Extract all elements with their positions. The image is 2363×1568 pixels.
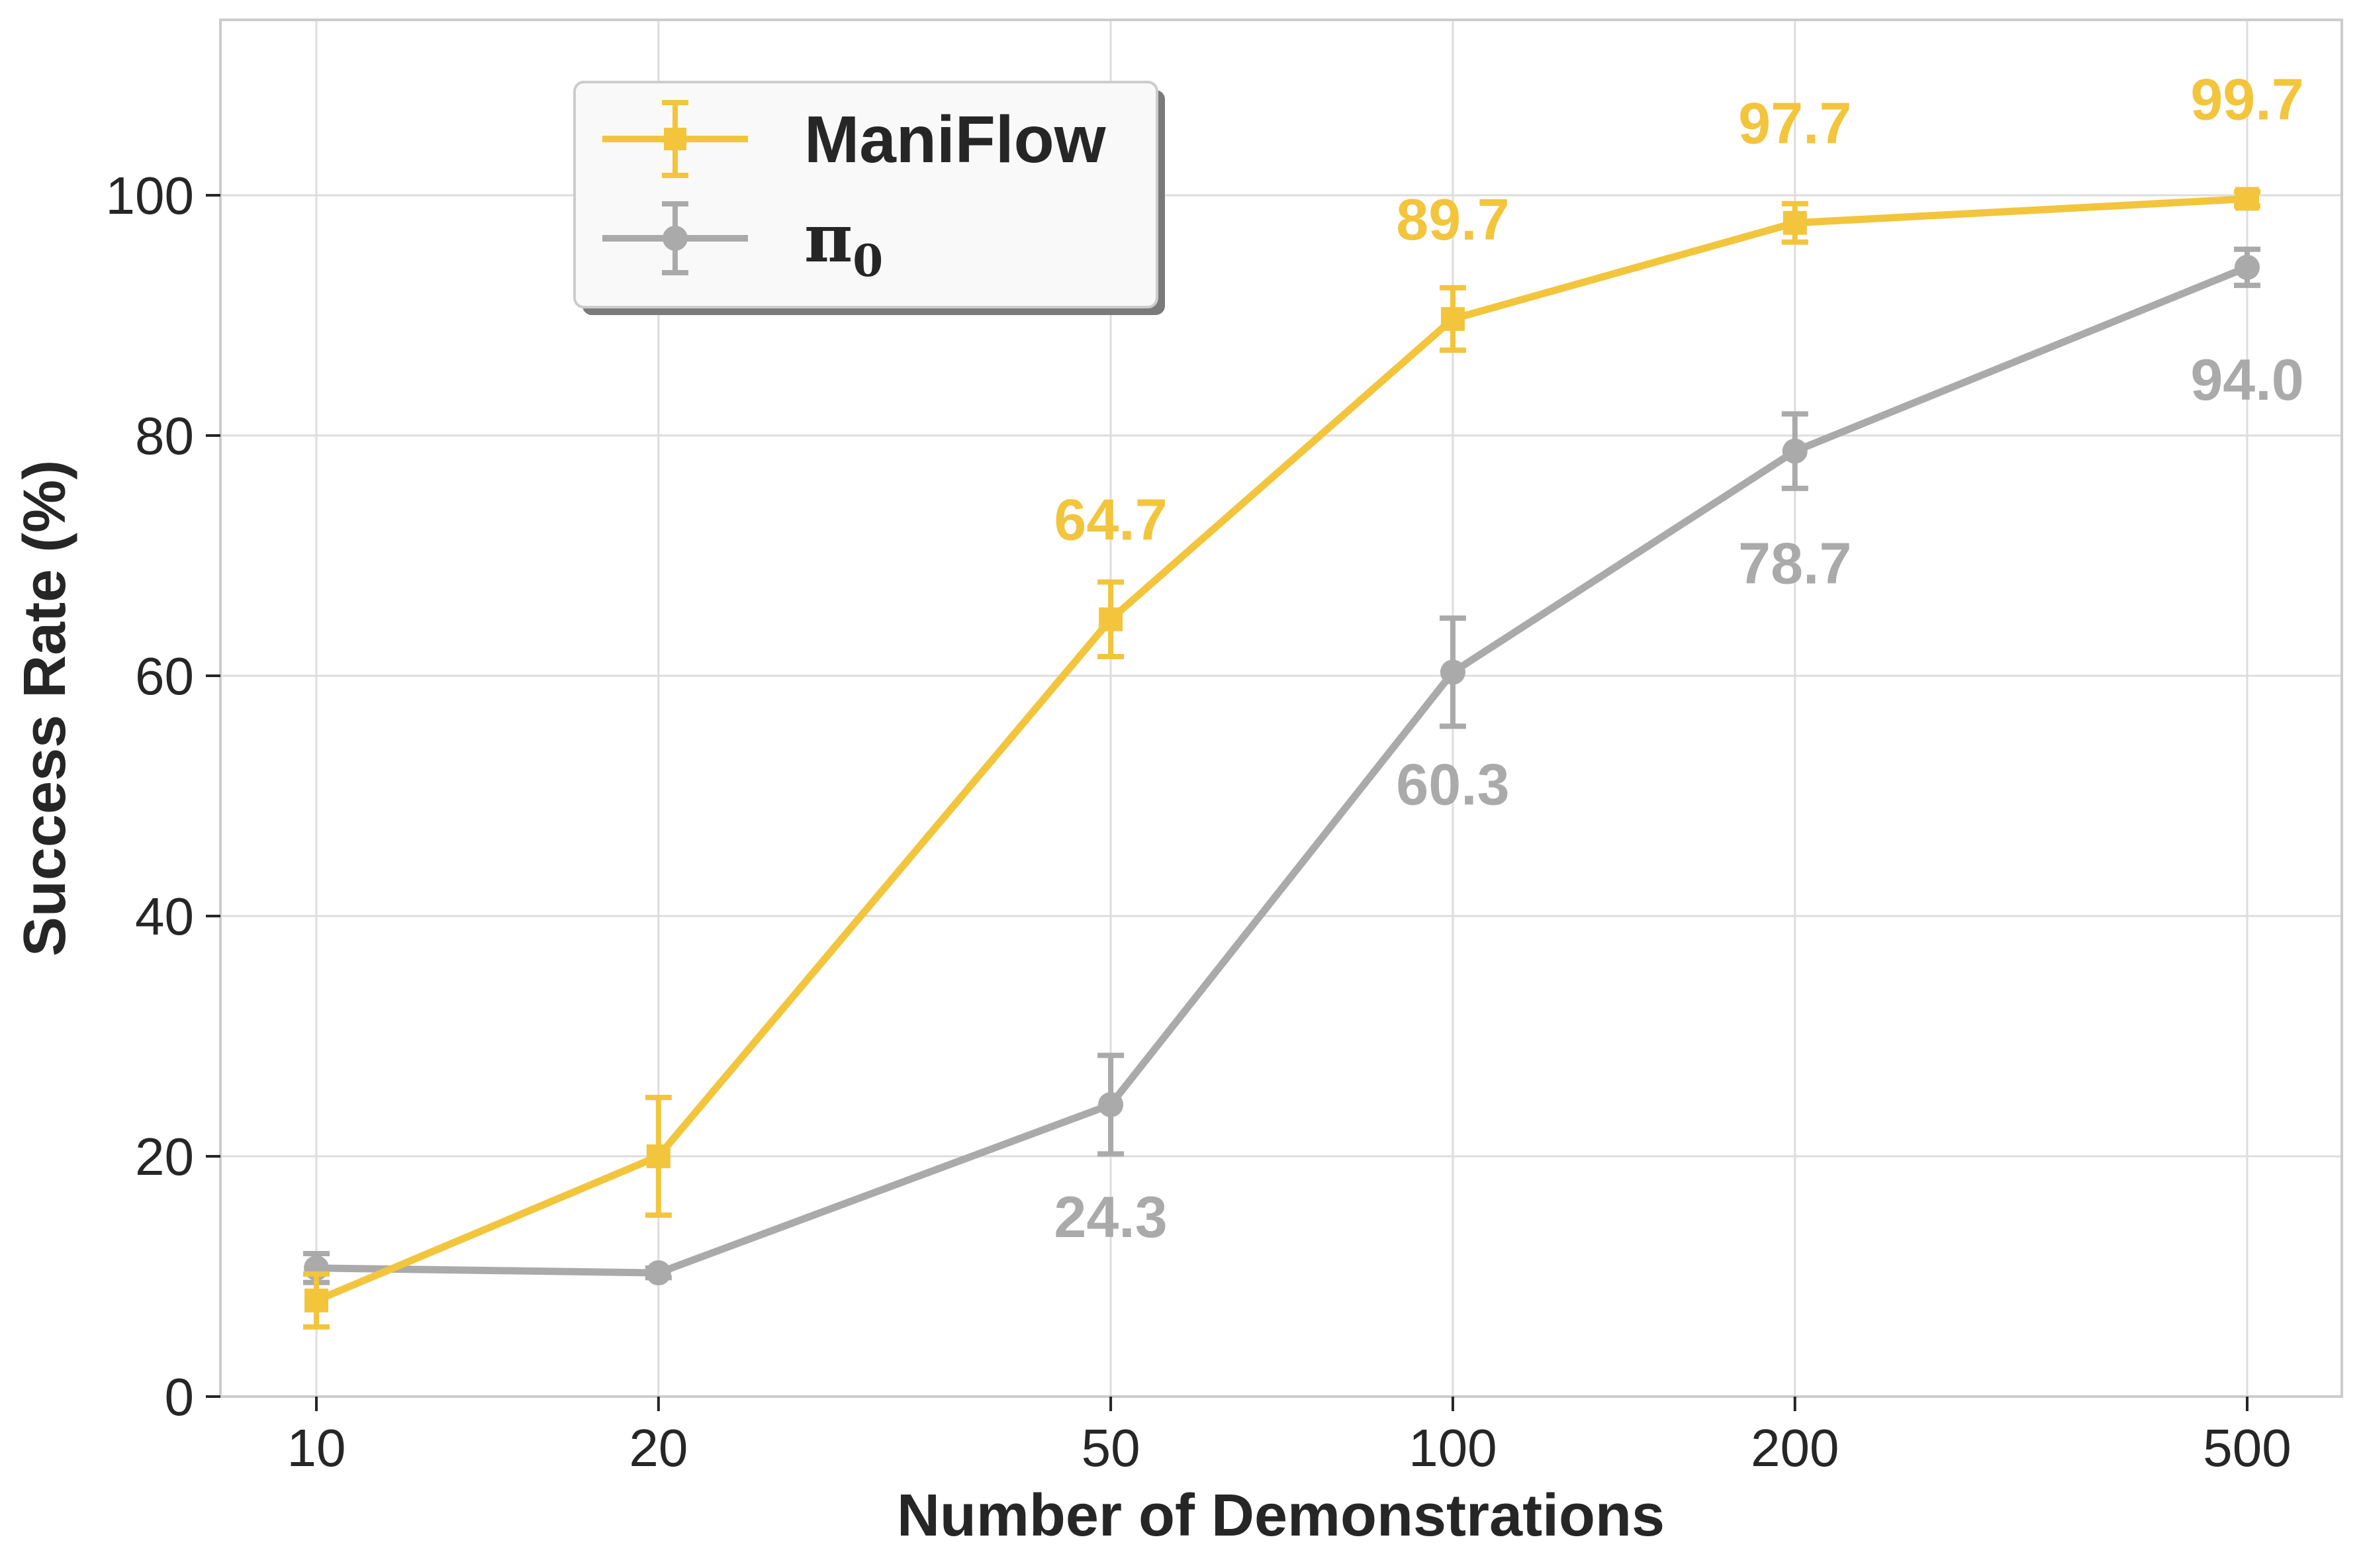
legend-entry-pi0: π0	[602, 199, 883, 287]
y-tick-label: 100	[106, 166, 194, 225]
y-tick-label: 80	[135, 406, 194, 465]
series-pi0	[303, 246, 2260, 1286]
data-point-maniflow	[304, 1288, 328, 1313]
data-point-maniflow	[1099, 607, 1123, 631]
legend: ManiFlow π0	[573, 81, 1165, 315]
data-point-pi0	[1098, 1091, 1124, 1117]
y-tick-label: 0	[165, 1367, 195, 1426]
data-label-maniflow: 99.7	[2190, 66, 2303, 132]
x-axis-title: Number of Demonstrations	[897, 1483, 1665, 1549]
series-layer	[303, 187, 2260, 1330]
data-point-maniflow	[1440, 306, 1465, 331]
data-label-pi0: 94.0	[2190, 347, 2303, 412]
legend-entry-maniflow: ManiFlow	[602, 100, 1106, 178]
plot-frame	[219, 19, 2343, 1398]
x-axis: 10 20 50 100 200 500	[287, 1397, 2292, 1477]
data-point-maniflow	[646, 1144, 671, 1168]
legend-label-pi0-symbol: π	[804, 199, 853, 277]
x-tick-label: 200	[1751, 1418, 1839, 1477]
data-point-pi0	[1440, 659, 1465, 685]
data-label-maniflow: 97.7	[1738, 91, 1851, 156]
y-axis: 0 20 40 60 80 100	[106, 166, 220, 1426]
legend-marker-maniflow	[664, 128, 686, 150]
x-tick-label: 20	[629, 1418, 688, 1477]
y-axis-title: Success Rate (%)	[12, 460, 78, 956]
data-label-maniflow: 89.7	[1396, 187, 1509, 252]
data-label-pi0: 78.7	[1738, 531, 1851, 596]
legend-label-pi0-subscript: 0	[853, 235, 883, 287]
x-tick-label: 50	[1082, 1418, 1140, 1477]
data-labels: 24.3 60.3 78.7 94.0 64.7 89.7 97.7 99.7	[1054, 66, 2303, 1250]
x-tick-label: 500	[2203, 1418, 2291, 1477]
data-label-pi0: 60.3	[1396, 752, 1509, 817]
series-maniflow	[303, 187, 2260, 1330]
legend-label-maniflow: ManiFlow	[804, 103, 1106, 177]
data-point-maniflow	[2235, 187, 2259, 211]
data-point-pi0	[1782, 438, 1808, 464]
data-point-pi0	[2235, 254, 2260, 280]
x-tick-label: 10	[287, 1418, 346, 1477]
y-tick-label: 60	[135, 647, 194, 706]
legend-marker-pi0	[663, 226, 688, 251]
legend-label-pi0: π0	[804, 199, 883, 287]
series-line-maniflow	[314, 195, 2248, 1304]
data-point-maniflow	[1783, 210, 1807, 235]
data-label-pi0: 24.3	[1054, 1184, 1167, 1250]
data-point-pi0	[645, 1260, 671, 1286]
series-line-pi0	[316, 263, 2249, 1277]
y-tick-label: 20	[135, 1127, 194, 1186]
x-tick-label: 100	[1409, 1418, 1497, 1477]
y-tick-label: 40	[135, 887, 194, 946]
data-label-maniflow: 64.7	[1054, 487, 1167, 553]
